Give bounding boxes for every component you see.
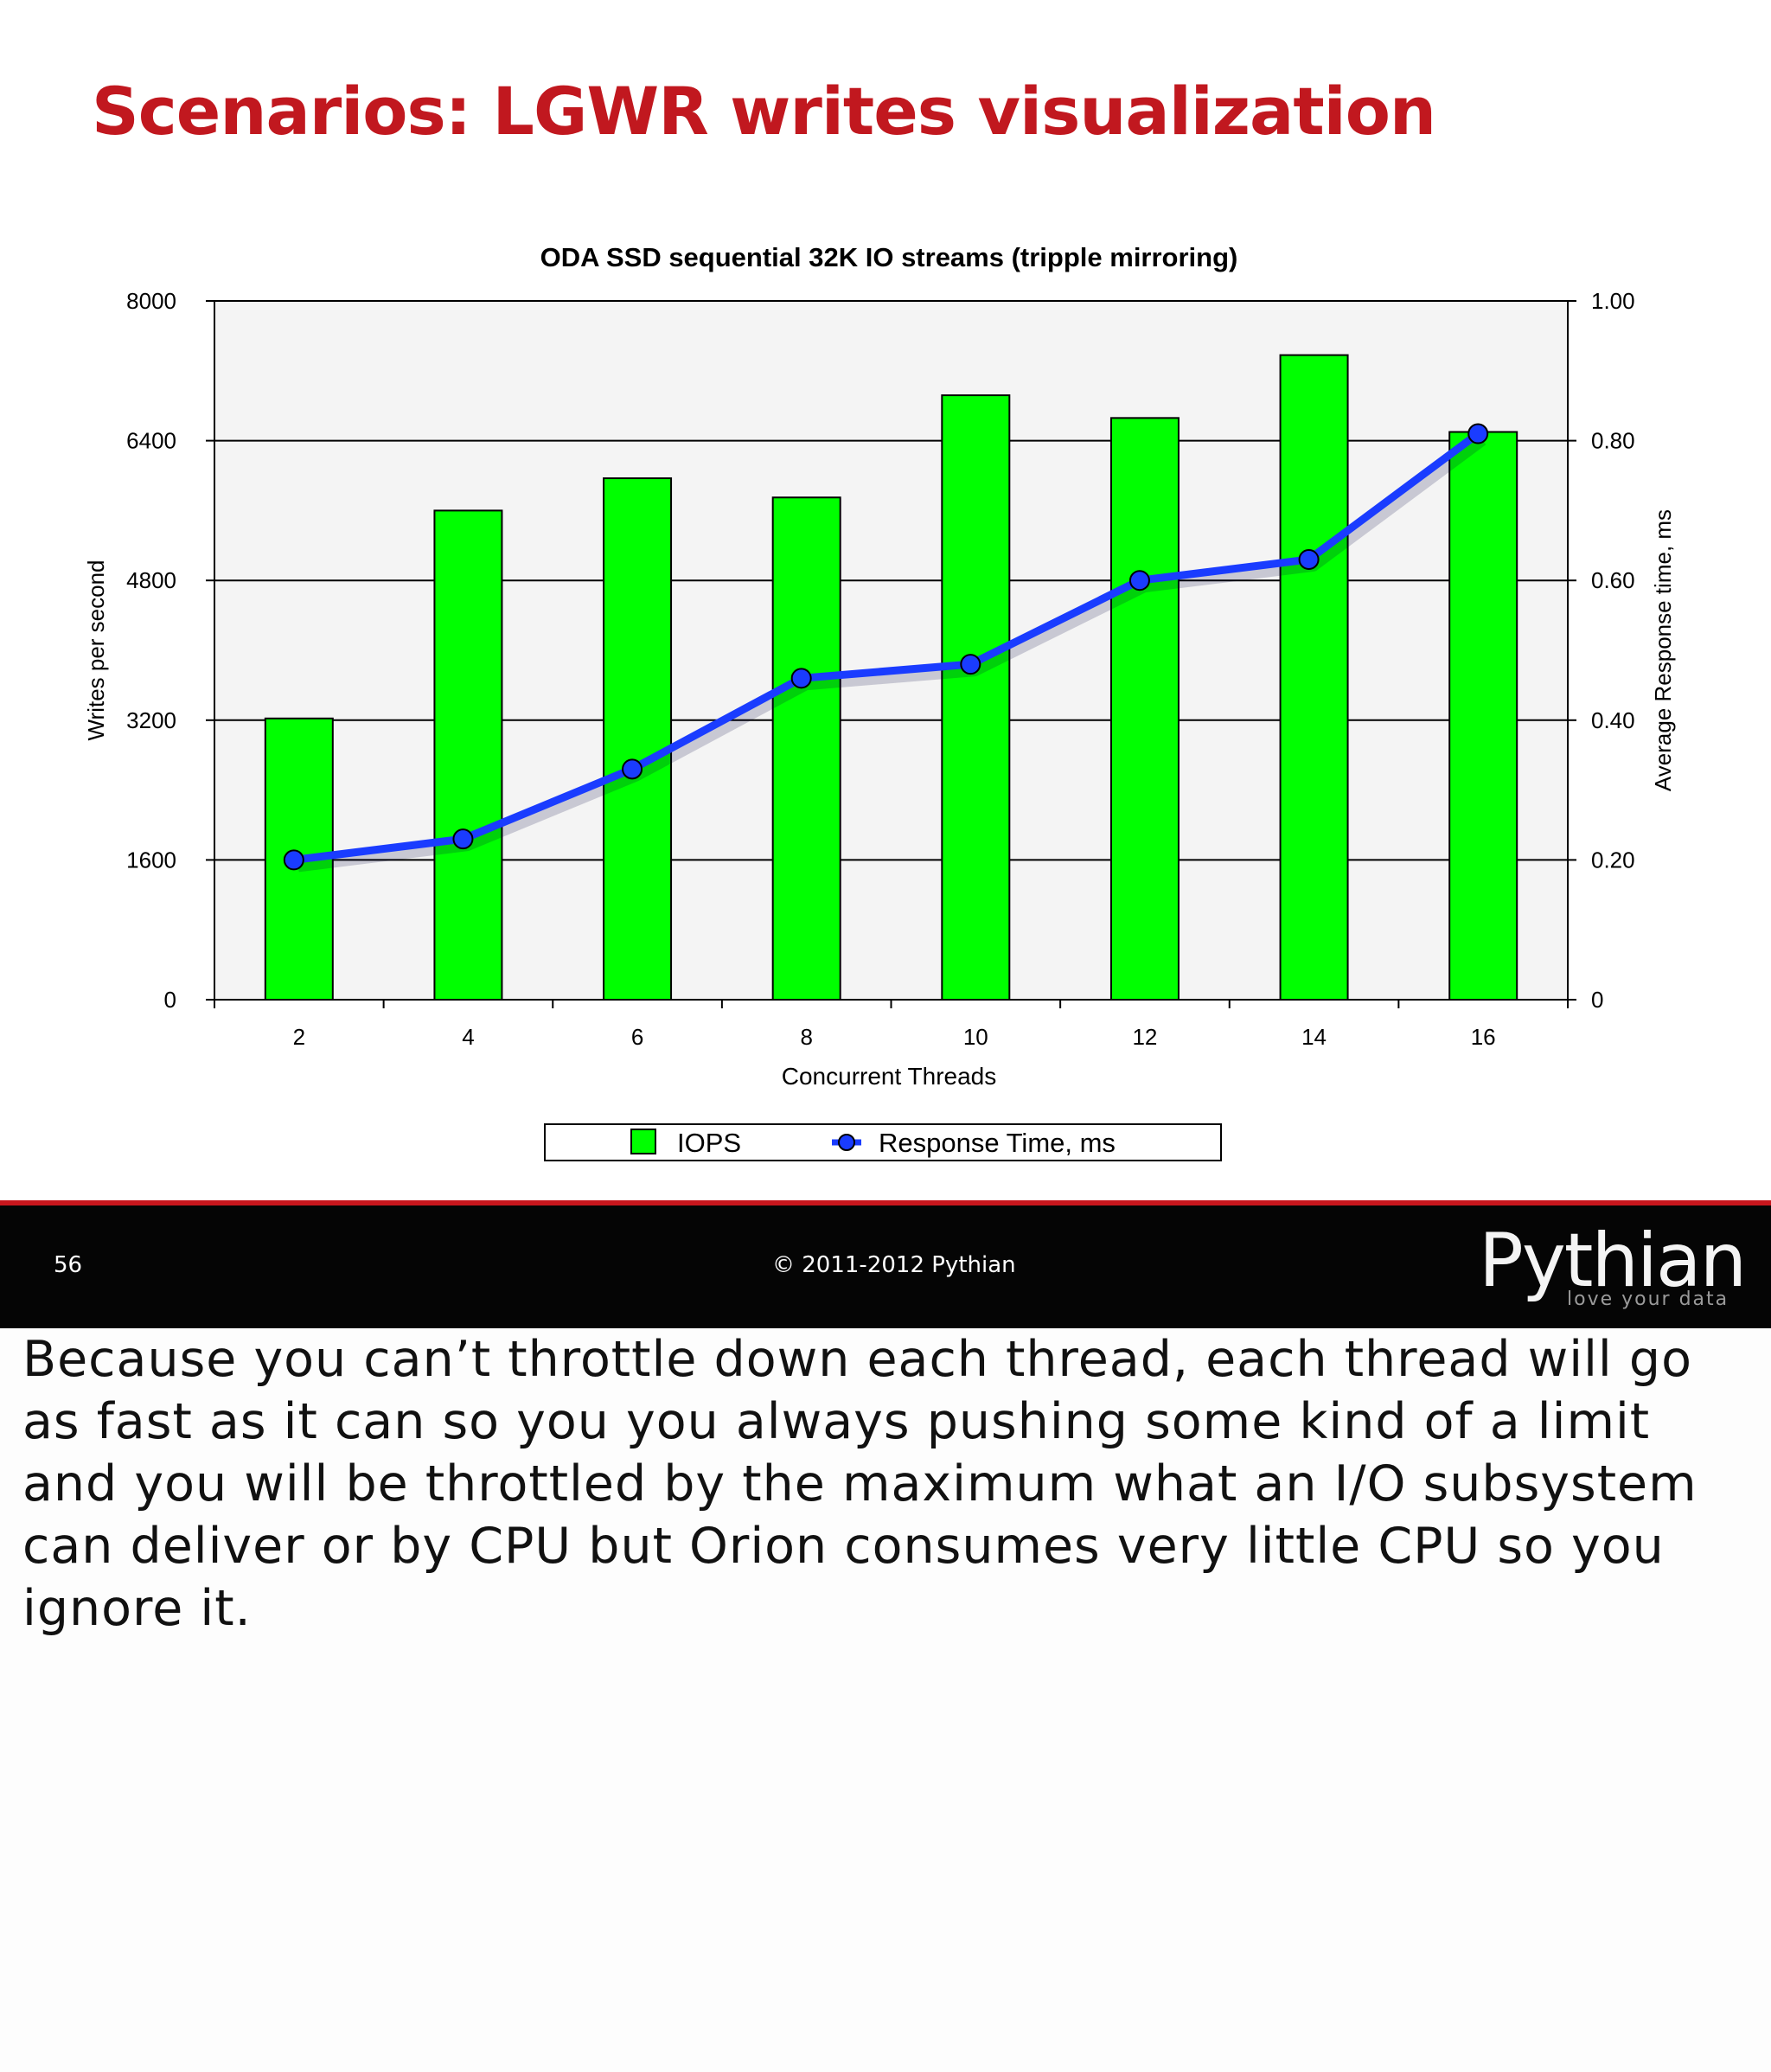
iops-bar: [941, 394, 1011, 1001]
response-time-point: [960, 654, 981, 675]
footer: 56 © 2011-2012 Pythian Pythian love your…: [0, 1205, 1771, 1328]
iops-bar: [1279, 354, 1349, 1001]
y2-tick-label: 0.80: [1591, 428, 1635, 454]
response-time-line-path: [290, 430, 1482, 864]
slide: Scenarios: LGWR writes visualization ODA…: [0, 73, 1771, 1328]
response-time-line: [283, 423, 1489, 873]
slide-title: Scenarios: LGWR writes visualization: [92, 73, 1436, 150]
response-time-point: [790, 668, 812, 689]
y-axis-label: Writes per second: [83, 560, 109, 740]
slide-number: 56: [54, 1252, 83, 1278]
x-axis-label: Concurrent Threads: [782, 1063, 997, 1090]
legend: IOPS Response Time, ms: [544, 1123, 1222, 1161]
legend-iops-label: IOPS: [677, 1128, 741, 1158]
x-tick-label: 10: [963, 1024, 988, 1050]
axis-ticks: 0 0 1600 0.20 3200 0.40 4800 0.60 6400 0.80 8000 1.…: [126, 288, 1634, 1050]
iops-bar: [1448, 431, 1518, 1001]
caption-text: Because you can’t throttle down each thr…: [22, 1331, 1697, 1637]
y-tick-label: 1600: [126, 847, 176, 873]
brand-tagline: love your data: [1567, 1289, 1729, 1310]
iops-bar: [1109, 417, 1180, 1001]
iops-bar: [603, 477, 673, 1001]
response-time-point: [452, 828, 474, 850]
footer-divider: [0, 1200, 1771, 1205]
plot-area: [214, 301, 1568, 1000]
x-tick-label: 2: [293, 1024, 305, 1050]
y-tick-label: 0: [164, 987, 176, 1013]
legend-box: [544, 1123, 1222, 1161]
legend-iops-swatch: [630, 1129, 656, 1154]
y2-tick-label: 0: [1591, 987, 1603, 1013]
y2-tick-label: 1.00: [1591, 288, 1635, 314]
iops-bar: [433, 509, 503, 1001]
x-tick-label: 8: [800, 1024, 812, 1050]
y2-tick-label: 0.40: [1591, 707, 1635, 733]
legend-response-swatch-marker: [838, 1134, 855, 1151]
chart: ODA SSD sequential 32K IO streams (tripp…: [83, 242, 1676, 1161]
response-time-line-shadow: [297, 434, 1486, 873]
x-tick-label: 14: [1301, 1024, 1327, 1050]
response-time-point: [1467, 423, 1489, 444]
x-tick-label: 6: [631, 1024, 643, 1050]
response-time-point: [1128, 570, 1150, 592]
copyright-notice: © 2011-2012 Pythian: [772, 1252, 1016, 1278]
chart-title: ODA SSD sequential 32K IO streams (tripp…: [540, 242, 1238, 272]
response-time-point: [1298, 548, 1320, 570]
x-tick-label: 12: [1132, 1024, 1157, 1050]
y2-tick-label: 0.60: [1591, 567, 1635, 593]
y-tick-label: 8000: [126, 288, 176, 314]
response-time-point: [283, 849, 304, 871]
bars: [264, 354, 1518, 1001]
y-tick-label: 6400: [126, 428, 176, 454]
x-tick-label: 4: [462, 1024, 474, 1050]
y-tick-label: 3200: [126, 707, 176, 733]
y2-axis-label: Average Response time, ms: [1650, 509, 1676, 791]
iops-bar: [771, 496, 841, 1001]
brand-logo: Pythian: [1479, 1218, 1747, 1304]
x-tick-label: 16: [1471, 1024, 1496, 1050]
response-time-point: [622, 758, 643, 780]
legend-response-label: Response Time, ms: [879, 1128, 1116, 1158]
y-tick-label: 4800: [126, 567, 176, 593]
y2-tick-label: 0.20: [1591, 847, 1635, 873]
